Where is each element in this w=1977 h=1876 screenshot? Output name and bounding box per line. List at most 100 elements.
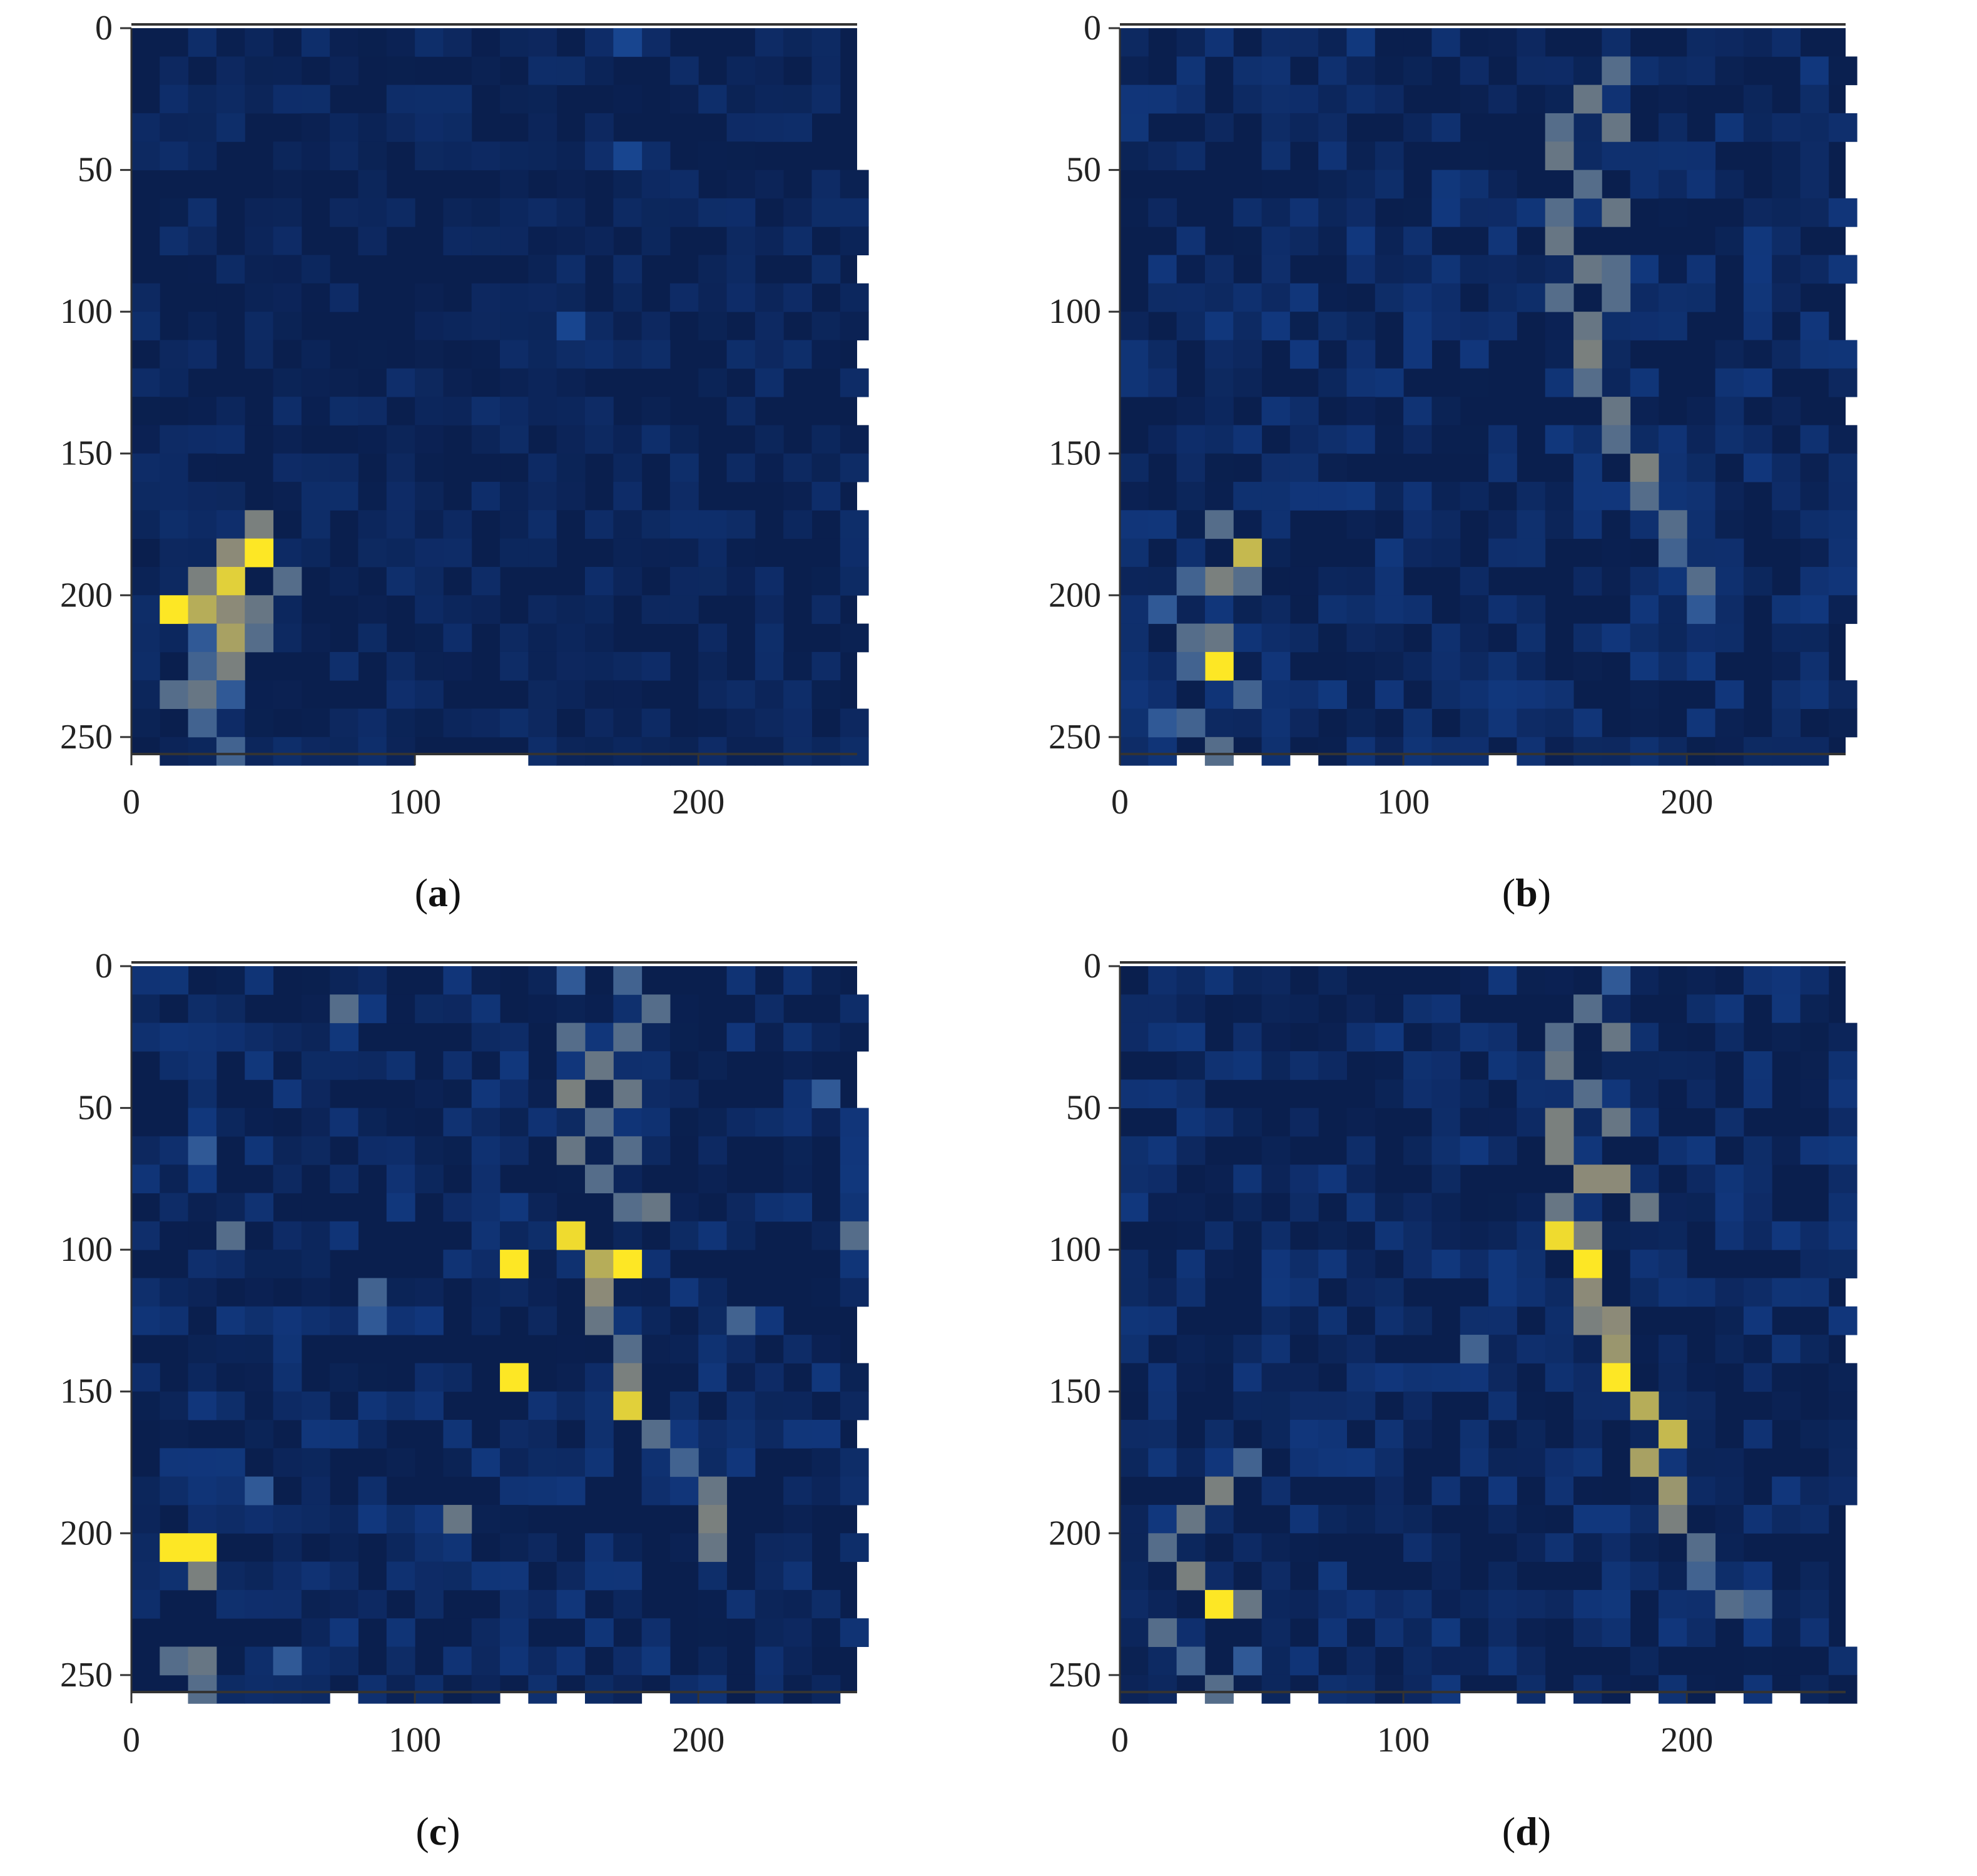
heatmap-bg-cell <box>1289 1448 1319 1477</box>
heatmap-bg-cell <box>245 1335 274 1364</box>
heatmap-bg-cell <box>1800 312 1829 340</box>
heatmap-bg-cell <box>500 84 529 114</box>
x-tick-label: 0 <box>1111 783 1129 822</box>
heatmap-bg-cell <box>415 453 444 482</box>
heatmap-bg-cell <box>1431 283 1461 312</box>
heatmap-bg-cell <box>840 623 869 653</box>
heatmap-bg-cell <box>273 1335 302 1364</box>
heatmap-cell <box>1573 994 1602 1024</box>
heatmap-bg-cell <box>811 680 841 709</box>
heatmap-bg-cell <box>1176 680 1206 709</box>
heatmap-bg-cell <box>443 651 472 681</box>
heatmap-bg-cell <box>556 368 586 397</box>
heatmap-bg-cell <box>1431 538 1461 568</box>
heatmap-bg-cell <box>1148 255 1177 284</box>
heatmap-bg-cell <box>1375 1022 1404 1052</box>
heatmap-bg-cell <box>1772 1022 1801 1052</box>
heatmap-bg-cell <box>273 255 302 284</box>
heatmap-bg-cell <box>556 737 586 766</box>
heatmap-bg-cell <box>1148 651 1177 681</box>
heatmap-bg-cell <box>1488 510 1517 539</box>
heatmap-cell <box>330 994 358 1024</box>
heatmap-cell <box>1176 1504 1206 1534</box>
heatmap-cell <box>1545 1051 1574 1080</box>
heatmap-bg-cell <box>585 141 614 171</box>
heatmap-bg-cell <box>726 56 756 86</box>
heatmap-bg-cell <box>301 1051 330 1080</box>
heatmap-bg-cell <box>1346 56 1376 86</box>
heatmap-bg-cell <box>1176 1250 1206 1278</box>
heatmap-bg-cell <box>1289 28 1319 57</box>
heatmap-bg-cell <box>1517 28 1546 57</box>
heatmap-bg-cell <box>330 1420 358 1449</box>
heatmap-bg-cell <box>1346 708 1376 738</box>
heatmap-cell <box>698 1476 728 1506</box>
heatmap-bg-cell <box>1715 113 1744 142</box>
heatmap-bg-cell <box>386 1675 415 1704</box>
heatmap-bg-cell <box>1602 368 1631 397</box>
heatmap-bg-cell <box>1800 566 1829 596</box>
heatmap-bg-cell <box>1204 1420 1234 1449</box>
heatmap-bg-cell <box>1828 368 1858 397</box>
heatmap-bg-cell <box>613 1278 643 1307</box>
heatmap-cell <box>188 680 217 709</box>
heatmap-bg-cell <box>1517 1278 1546 1307</box>
heatmap-bg-cell <box>528 141 557 171</box>
heatmap-bg-cell <box>669 510 699 539</box>
heatmap-bg-cell <box>1261 680 1291 709</box>
heatmap-bg-cell <box>330 113 358 142</box>
heatmap-bg-cell <box>1318 368 1347 397</box>
heatmap-bg-cell <box>471 595 501 624</box>
heatmap-bg-cell <box>840 737 869 766</box>
heatmap-bg-cell <box>216 56 245 86</box>
heatmap-bg-cell <box>585 28 614 57</box>
heatmap-bg-cell <box>273 1306 302 1335</box>
heatmap-bg-cell <box>415 1589 444 1619</box>
heatmap-bg-cell <box>386 84 415 114</box>
heatmap-cell <box>1602 1165 1631 1193</box>
y-tick-label: 0 <box>1084 947 1101 986</box>
heatmap-bg-cell <box>1828 538 1858 568</box>
heatmap-bg-cell <box>698 651 728 681</box>
heatmap-bg-cell <box>1318 1250 1347 1278</box>
heatmap-bg-cell <box>1204 453 1234 482</box>
heatmap-cell <box>1176 1561 1206 1591</box>
heatmap-bg-cell <box>273 1504 302 1534</box>
heatmap-bg-cell <box>386 1533 415 1562</box>
heatmap-bg-cell <box>1148 1646 1177 1676</box>
heatmap-bg-cell <box>471 1221 501 1250</box>
heatmap-bg-cell <box>301 737 330 766</box>
heatmap-bg-cell <box>755 170 784 199</box>
heatmap-bg-cell <box>415 994 444 1024</box>
heatmap-bg-cell <box>613 1589 643 1619</box>
heatmap-bg-cell <box>669 1391 699 1420</box>
heatmap-bg-cell <box>188 1051 217 1080</box>
heatmap-bg-cell <box>1715 425 1744 454</box>
heatmap-bg-cell <box>216 1391 245 1420</box>
heatmap-bg-cell <box>698 312 728 340</box>
heatmap-bg-cell <box>840 1618 869 1647</box>
heatmap-bg-cell <box>273 1079 302 1109</box>
heatmap-bg-cell <box>443 1079 472 1109</box>
heatmap-bg-cell <box>1743 1504 1772 1534</box>
heatmap-bg-cell <box>669 198 699 227</box>
heatmap-cell <box>585 1306 614 1335</box>
heatmap-bg-cell <box>1687 28 1716 57</box>
heatmap-cell <box>1602 1108 1631 1137</box>
heatmap-bg-cell <box>1148 566 1177 596</box>
heatmap-bg-cell <box>160 56 189 86</box>
heatmap-bg-cell <box>1828 113 1858 142</box>
heatmap-bg-cell <box>1204 312 1234 340</box>
heatmap-bg-cell <box>1403 994 1432 1024</box>
heatmap-bg-cell <box>1375 1193 1404 1222</box>
heatmap-bg-cell <box>1346 1250 1376 1278</box>
heatmap-bg-cell <box>443 1420 472 1449</box>
heatmap-bg-cell <box>1346 1165 1376 1193</box>
heatmap-bg-cell <box>245 283 274 312</box>
heatmap-bg-cell <box>1289 425 1319 454</box>
heatmap-bg-cell <box>1658 255 1687 284</box>
heatmap-bg-cell <box>1743 566 1772 596</box>
heatmap-bg-cell <box>471 141 501 171</box>
heatmap-bg-cell <box>1800 1504 1829 1534</box>
heatmap-bg-cell <box>840 1136 869 1165</box>
